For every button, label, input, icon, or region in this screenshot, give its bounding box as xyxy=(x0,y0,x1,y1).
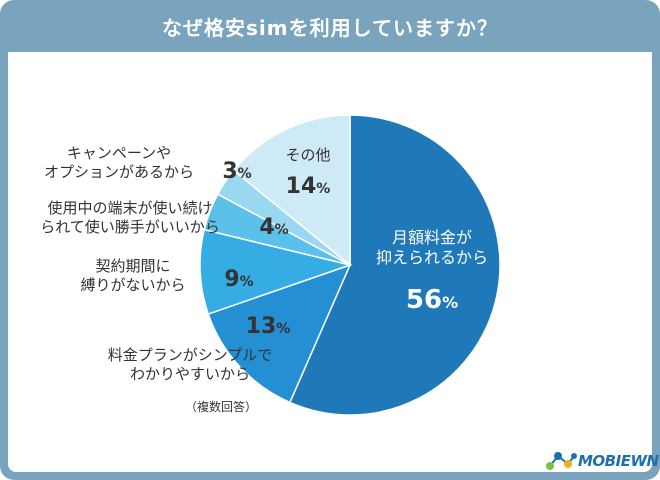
mobiewn-logo: MOBIEWN xyxy=(544,450,659,472)
slice-label-1-line-0: 料金プランがシンプルで xyxy=(108,346,273,364)
slice-label-1-line-1: わかりやすいから xyxy=(130,365,250,383)
chart-title: なぜ格安simを利用していますか？ xyxy=(162,15,498,40)
pie-slice-5 xyxy=(232,114,351,267)
slice-label-4-line-1: オプションがあるから xyxy=(44,163,194,181)
slice-value-3: 4% xyxy=(259,215,288,240)
multiple-answer-note: （複数回答） xyxy=(185,400,258,414)
slice-label-2-line-1: 縛りがないから xyxy=(80,276,185,294)
logo-text: MOBIEWN xyxy=(578,452,659,470)
slice-label-0-line-1: 抑えられるから xyxy=(376,248,488,267)
slice-label-2-line-0: 契約期間に xyxy=(95,257,170,275)
slice-label-0-line-0: 月額料金が xyxy=(392,228,472,247)
pie-slice-2 xyxy=(199,228,353,316)
slice-value-5: 14% xyxy=(286,174,331,199)
slice-label-4-line-0: キャンペーンや xyxy=(67,144,171,162)
molecule-logo-icon xyxy=(546,452,577,470)
slice-label-3-line-0: 使用中の端末が使い続け xyxy=(47,199,212,217)
slice-value-4: 3% xyxy=(222,159,251,184)
slice-value-2: 9% xyxy=(224,267,253,292)
slice-label-5-line-0: その他 xyxy=(285,146,330,164)
slice-label-3-line-1: られて使い勝手がいいから xyxy=(40,218,220,236)
pie-slice-0 xyxy=(288,114,501,416)
slice-value-1: 13% xyxy=(246,314,291,339)
pie-slice-1 xyxy=(207,263,352,404)
slice-value-0: 56% xyxy=(406,285,458,315)
